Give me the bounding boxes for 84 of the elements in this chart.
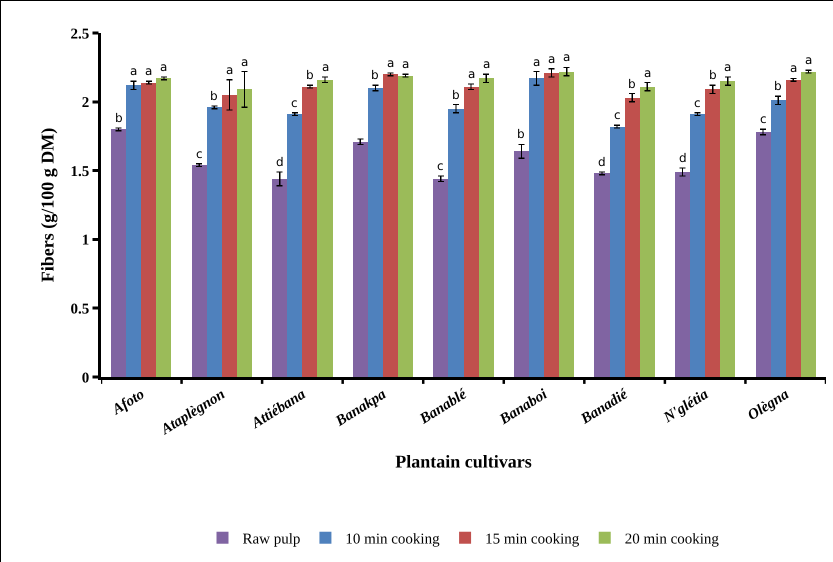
y-axis-title: Fibers (g/100 g DM) <box>38 128 58 282</box>
data-label: b <box>306 68 314 82</box>
bar <box>141 83 156 377</box>
bar <box>287 114 302 377</box>
y-tick-label: 0 <box>82 370 90 386</box>
data-label: b <box>371 68 379 82</box>
data-label: c <box>437 159 444 173</box>
y-tick-label: 2 <box>82 95 90 112</box>
bar <box>192 165 207 377</box>
bar <box>111 129 126 377</box>
data-label: a <box>145 64 152 78</box>
bar <box>398 76 413 377</box>
x-tick-label: Afoto <box>109 386 148 419</box>
y-tick-label: 0.5 <box>70 301 90 318</box>
bar <box>353 142 368 377</box>
bar <box>383 74 398 377</box>
bar <box>786 80 801 377</box>
data-label: b <box>628 77 636 91</box>
legend-label: Raw pulp <box>242 532 300 548</box>
y-tick-label: 1.5 <box>70 164 90 180</box>
bar <box>302 87 317 377</box>
data-label: c <box>694 96 701 110</box>
data-label: a <box>533 55 540 69</box>
bar <box>368 88 383 377</box>
bar <box>705 89 720 377</box>
bar <box>625 98 640 377</box>
x-axis-title: Plantain cultivars <box>395 452 532 472</box>
bar <box>237 89 252 377</box>
data-label: a <box>548 52 556 66</box>
data-label: a <box>226 63 234 77</box>
data-label: a <box>387 56 394 70</box>
data-label: b <box>517 127 525 141</box>
data-label: c <box>614 108 621 122</box>
bar <box>720 81 735 377</box>
bar <box>272 179 287 377</box>
bar <box>594 173 610 377</box>
bar <box>640 87 655 377</box>
data-label: d <box>598 155 606 169</box>
bar <box>433 179 448 377</box>
bar <box>610 127 625 377</box>
bar <box>514 151 529 377</box>
bar <box>126 85 141 377</box>
data-label: b <box>452 88 460 102</box>
data-label: c <box>291 96 298 110</box>
data-label: a <box>322 60 330 74</box>
bar <box>559 72 574 377</box>
bar <box>207 107 222 377</box>
bar <box>479 78 494 377</box>
bar <box>156 78 171 377</box>
data-label: a <box>160 60 168 74</box>
bar <box>529 78 544 377</box>
data-label: b <box>210 89 218 103</box>
bar <box>690 114 705 377</box>
legend-label: 20 min cooking <box>624 532 720 548</box>
data-label: b <box>774 79 782 93</box>
data-label: b <box>709 68 717 82</box>
data-label: c <box>196 147 203 161</box>
data-label: a <box>790 61 798 75</box>
y-tick-label: 1 <box>82 232 90 249</box>
bar <box>464 87 479 377</box>
bar <box>222 95 237 377</box>
data-label: a <box>402 57 410 71</box>
bar <box>544 73 559 377</box>
legend-label: 15 min cooking <box>485 532 580 548</box>
bar <box>675 172 690 377</box>
data-label: a <box>805 53 812 67</box>
data-label: b <box>115 111 123 125</box>
data-label: a <box>130 64 138 78</box>
data-label: a <box>468 67 476 81</box>
bar <box>317 80 333 377</box>
data-label: c <box>760 112 767 126</box>
bar <box>756 132 771 377</box>
bar <box>771 100 786 377</box>
legend-label: 10 min cooking <box>345 532 440 548</box>
bar <box>448 109 464 377</box>
bar <box>801 72 816 377</box>
data-label: a <box>724 60 732 74</box>
data-label: d <box>276 155 284 169</box>
data-label: d <box>679 151 687 165</box>
y-tick-label: 2.5 <box>70 26 90 42</box>
data-label: a <box>483 57 490 71</box>
data-label: a <box>644 66 652 80</box>
data-label: a <box>563 50 570 64</box>
data-label: a <box>241 55 248 69</box>
